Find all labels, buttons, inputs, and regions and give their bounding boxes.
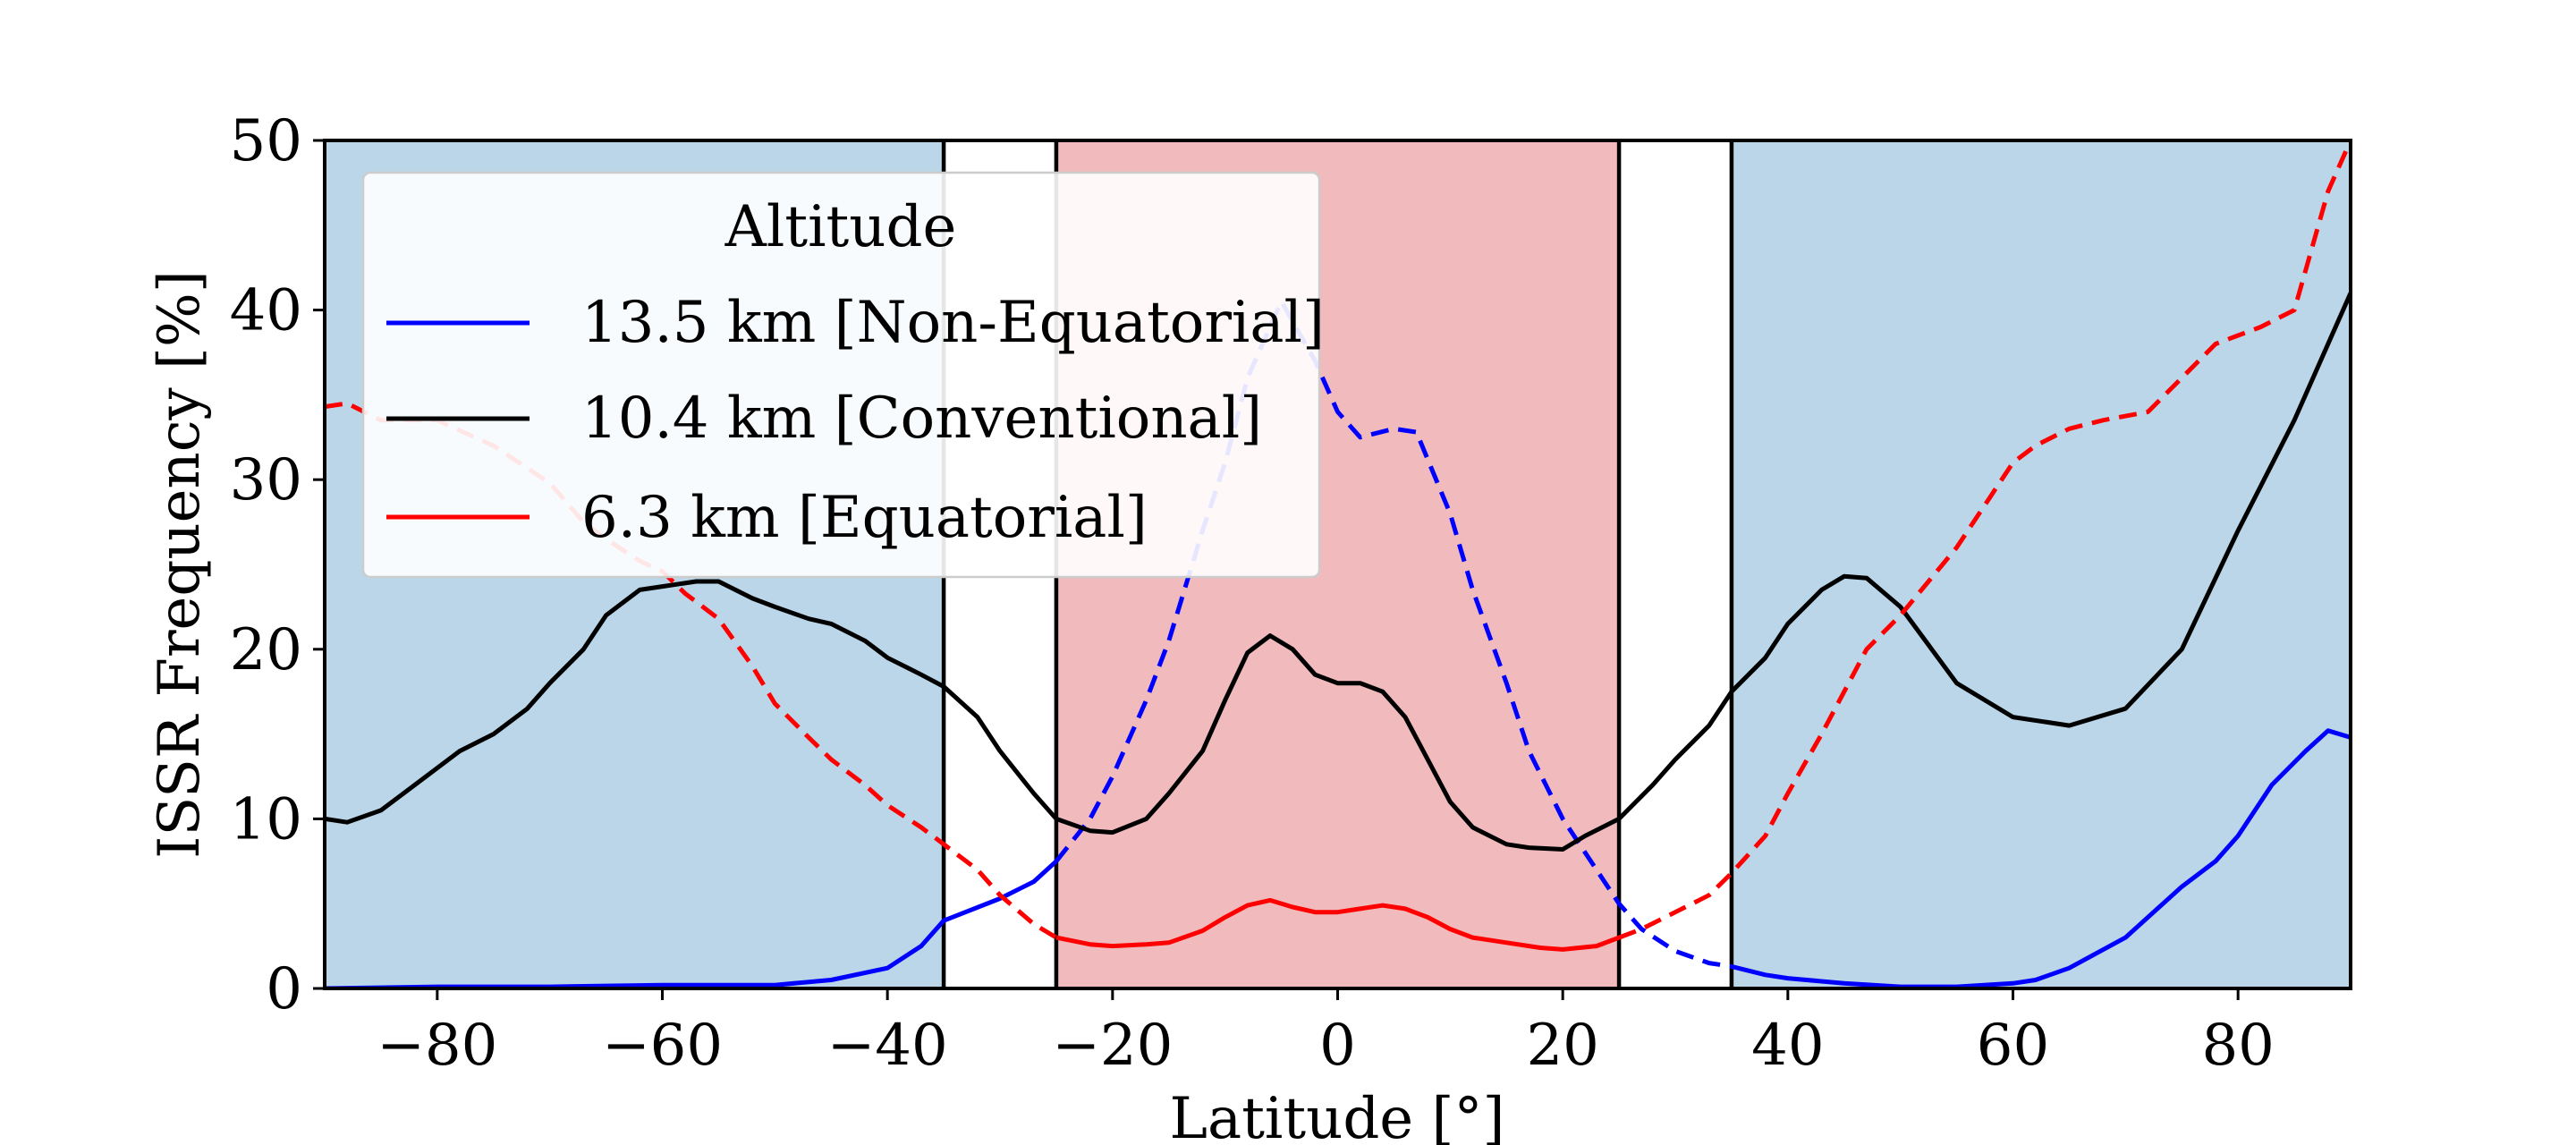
x-tick-label: 0 [1319, 1013, 1356, 1079]
legend-label-non-equatorial: 13.5 km [Non-Equatorial] [581, 290, 1325, 356]
x-tick-label: 60 [1977, 1013, 2049, 1079]
shaded-region-2 [1731, 140, 2351, 988]
y-tick-label: 50 [230, 108, 302, 174]
y-axis-label: ISSR Frequency [%] [147, 270, 213, 859]
y-axis-ticks: 0 10 20 30 40 50 [230, 108, 325, 1022]
series-1-segment-0 [325, 292, 2351, 852]
legend-title: Altitude [724, 194, 957, 260]
series-2-segment-2 [1618, 140, 2351, 940]
y-tick-label: 10 [230, 786, 302, 852]
legend: Altitude 13.5 km [Non-Equatorial] 10.4 k… [361, 171, 1325, 579]
series-0-segment-2 [1731, 728, 2351, 988]
y-tick-label: 20 [230, 617, 302, 683]
legend-label-conventional: 10.4 km [Conventional] [581, 386, 1262, 452]
y-tick-label: 0 [266, 956, 302, 1022]
x-tick-label: −80 [377, 1013, 497, 1079]
series-2-segment-1 [1055, 897, 1620, 952]
x-tick-label: −60 [602, 1013, 723, 1079]
x-tick-label: −20 [1052, 1013, 1173, 1079]
x-tick-label: 20 [1526, 1013, 1598, 1079]
x-tick-label: 40 [1751, 1013, 1824, 1079]
x-axis-label: Latitude [°] [1170, 1086, 1505, 1145]
x-tick-label: 80 [2201, 1013, 2274, 1079]
y-tick-label: 30 [230, 447, 302, 513]
x-tick-label: −40 [827, 1013, 948, 1079]
series-0-segment-1 [1054, 299, 1733, 969]
legend-label-equatorial: 6.3 km [Equatorial] [581, 485, 1148, 551]
x-axis-ticks: −80 −60 −40 −20 0 20 40 60 80 [377, 988, 2275, 1079]
y-tick-label: 40 [230, 278, 302, 344]
legend-box [361, 171, 1321, 579]
